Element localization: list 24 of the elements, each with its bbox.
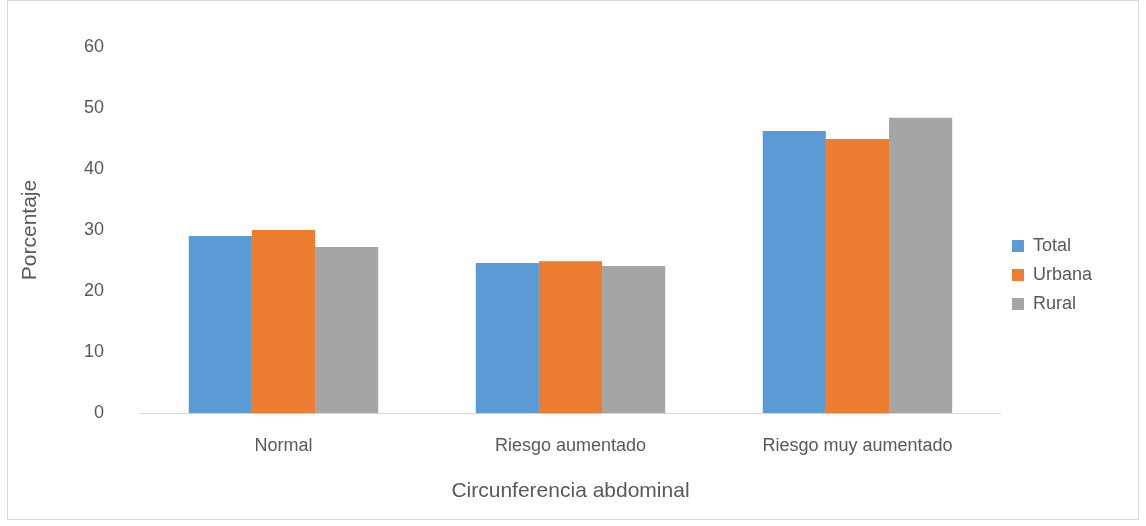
legend-label: Total xyxy=(1032,234,1071,255)
bar xyxy=(315,247,379,414)
y-axis-title: Porcentaje xyxy=(17,179,41,281)
x-tick-label: Riesgo aumentado xyxy=(494,434,647,455)
x-tick-label: Riesgo muy aumentado xyxy=(762,434,953,455)
y-tick-label: 30 xyxy=(83,218,104,239)
bar xyxy=(762,131,826,414)
y-tick-label: 10 xyxy=(83,341,104,362)
y-tick-label: 20 xyxy=(83,280,104,301)
x-tick-label: Normal xyxy=(254,434,313,455)
legend-label: Urbana xyxy=(1032,263,1093,284)
legend-label: Rural xyxy=(1032,292,1076,313)
x-axis-title: Circunferencia abdominal xyxy=(451,478,690,502)
bar xyxy=(825,139,890,414)
y-tick-label: 50 xyxy=(83,96,104,117)
bar xyxy=(538,261,603,414)
bar xyxy=(251,230,316,414)
bar xyxy=(889,117,953,414)
y-tick-label: 60 xyxy=(83,35,104,56)
bar xyxy=(188,236,252,414)
bar xyxy=(475,262,539,414)
bar xyxy=(602,266,666,414)
y-tick-label: 0 xyxy=(93,402,104,423)
y-tick-label: 40 xyxy=(83,157,104,178)
